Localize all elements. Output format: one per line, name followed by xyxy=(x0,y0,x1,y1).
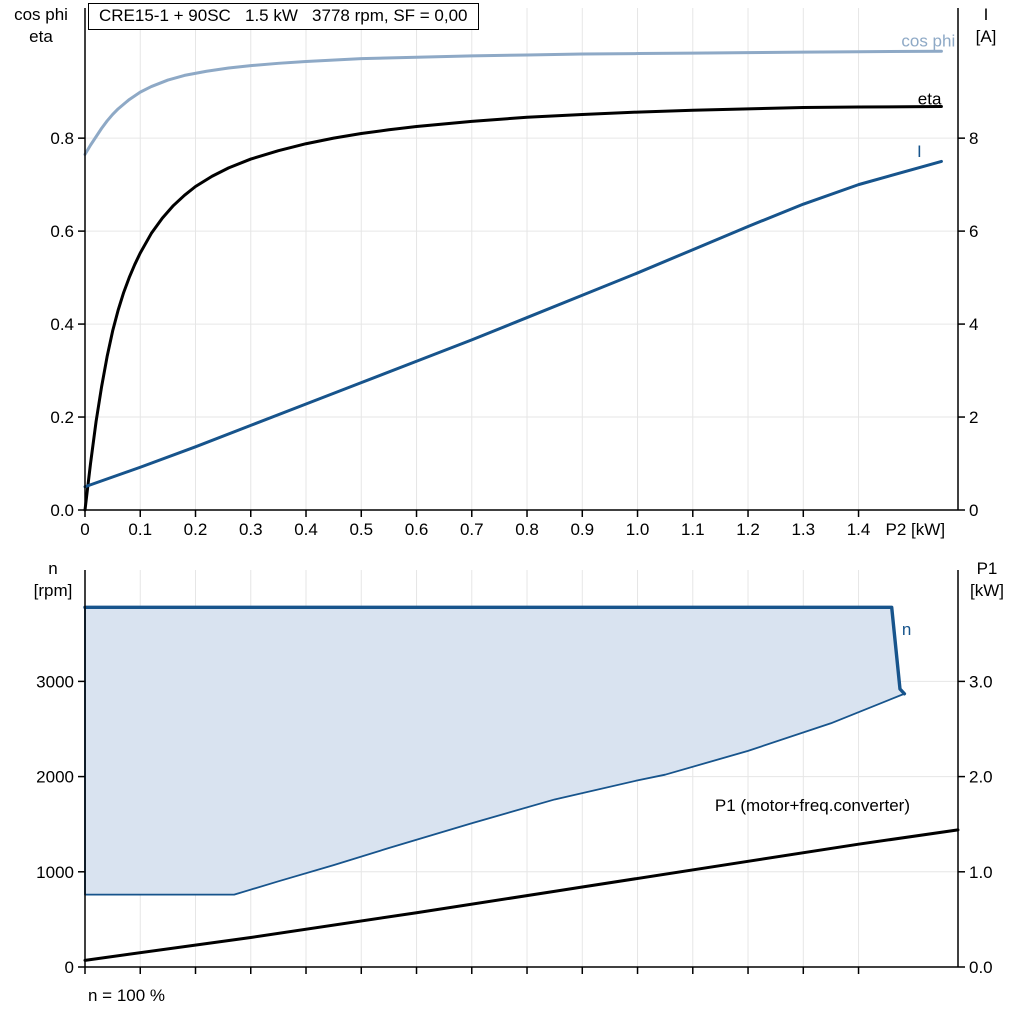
current-axis-unit: [A] xyxy=(975,27,997,46)
svg-text:0.6: 0.6 xyxy=(405,520,429,539)
svg-text:1.4: 1.4 xyxy=(847,520,871,539)
svg-text:0.0: 0.0 xyxy=(969,958,993,977)
svg-text:4: 4 xyxy=(969,315,978,334)
speed-axis-label: n xyxy=(48,559,58,578)
speed-axis-unit: [rpm] xyxy=(33,581,73,600)
svg-text:0: 0 xyxy=(80,520,89,539)
svg-text:0.2: 0.2 xyxy=(50,408,74,427)
top-chart-right-axis-title: I [A] xyxy=(964,4,1008,48)
svg-text:1.0: 1.0 xyxy=(969,863,993,882)
svg-text:0.0: 0.0 xyxy=(50,501,74,520)
chart-title: CRE15-1 + 90SC 1.5 kW 3778 rpm, SF = 0,0… xyxy=(88,3,479,30)
svg-text:0.7: 0.7 xyxy=(460,520,484,539)
speed-footnote: n = 100 % xyxy=(88,986,166,1005)
bottom-chart-left-axis-title: n [rpm] xyxy=(16,558,90,602)
svg-text:0.3: 0.3 xyxy=(239,520,263,539)
p1-axis-label: P1 xyxy=(976,559,998,578)
svg-text:0.4: 0.4 xyxy=(50,315,74,334)
svg-text:I: I xyxy=(917,142,922,161)
cos-phi-axis-label: cos phi xyxy=(14,5,68,24)
svg-text:3000: 3000 xyxy=(36,672,74,691)
bottom-chart-right-axis-title: P1 [kW] xyxy=(964,558,1010,602)
svg-text:1.1: 1.1 xyxy=(681,520,705,539)
svg-text:eta: eta xyxy=(918,90,942,109)
eta-axis-label: eta xyxy=(29,27,53,46)
svg-text:1.2: 1.2 xyxy=(736,520,760,539)
svg-text:cos phi: cos phi xyxy=(901,32,955,51)
svg-text:1.3: 1.3 xyxy=(791,520,815,539)
svg-text:8: 8 xyxy=(969,129,978,148)
svg-text:1.0: 1.0 xyxy=(626,520,650,539)
svg-text:P1 (motor+freq.converter): P1 (motor+freq.converter) xyxy=(715,796,910,815)
svg-text:0.8: 0.8 xyxy=(515,520,539,539)
svg-text:0.5: 0.5 xyxy=(349,520,373,539)
svg-text:0.9: 0.9 xyxy=(570,520,594,539)
svg-text:1000: 1000 xyxy=(36,863,74,882)
svg-text:P2 [kW]: P2 [kW] xyxy=(886,520,946,539)
svg-text:3.0: 3.0 xyxy=(969,672,993,691)
svg-text:0.2: 0.2 xyxy=(184,520,208,539)
svg-text:2: 2 xyxy=(969,408,978,427)
svg-text:0.4: 0.4 xyxy=(294,520,318,539)
svg-text:2.0: 2.0 xyxy=(969,768,993,787)
p1-axis-unit: [kW] xyxy=(970,581,1004,600)
svg-text:6: 6 xyxy=(969,222,978,241)
current-axis-label: I xyxy=(983,5,989,24)
svg-text:2000: 2000 xyxy=(36,768,74,787)
svg-text:0: 0 xyxy=(969,501,978,520)
svg-text:0.1: 0.1 xyxy=(128,520,152,539)
svg-text:0.6: 0.6 xyxy=(50,222,74,241)
svg-text:0.8: 0.8 xyxy=(50,129,74,148)
svg-text:n: n xyxy=(902,620,911,639)
top-chart-left-axis-title: cos phi eta xyxy=(4,4,78,48)
svg-text:0: 0 xyxy=(65,958,74,977)
